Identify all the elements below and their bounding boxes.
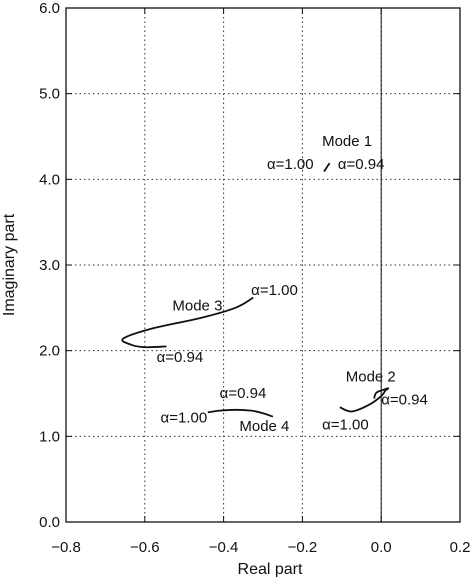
annotation-label: α=0.94 bbox=[338, 156, 385, 173]
x-tick-label: −0.6 bbox=[130, 539, 160, 556]
annotation-label: α=0.94 bbox=[220, 385, 267, 402]
x-tick-label: −0.4 bbox=[209, 539, 239, 556]
tick-labels: −0.8 −0.6 −0.4 −0.2 0.0 0.2 0.0 1.0 2.0 3.0 4.0 5.0… bbox=[39, 0, 470, 556]
annotations: Mode 1 α=1.00 α=0.94 Mode 2 α=0.94 α=1.00 Mode… bbox=[157, 133, 428, 435]
annotation-label: α=1.00 bbox=[322, 416, 369, 433]
annotation-label: α=1.00 bbox=[267, 156, 314, 173]
y-tick-label: 1.0 bbox=[39, 428, 60, 445]
y-axis-label: Imaginary part bbox=[1, 213, 18, 316]
annotation-label: α=1.00 bbox=[251, 282, 298, 299]
x-tick-label: −0.2 bbox=[288, 539, 318, 556]
locus-mode-2 bbox=[339, 387, 390, 413]
x-tick-label: −0.8 bbox=[51, 539, 81, 556]
y-tick-label: 5.0 bbox=[39, 86, 60, 103]
locus-mode-1 bbox=[323, 162, 331, 173]
x-tick-label: 0.0 bbox=[371, 539, 392, 556]
annotation-label: α=0.94 bbox=[157, 349, 204, 366]
y-tick-label: 3.0 bbox=[39, 257, 60, 274]
x-tick-label: 0.2 bbox=[450, 539, 471, 556]
mode-loci bbox=[121, 162, 390, 418]
annotation-label: α=1.00 bbox=[161, 410, 208, 427]
annotation-label: Mode 2 bbox=[346, 369, 396, 386]
y-tick-label: 4.0 bbox=[39, 171, 60, 188]
annotation-label: Mode 4 bbox=[239, 418, 289, 435]
annotation-label: Mode 3 bbox=[172, 297, 222, 314]
grid-lines bbox=[66, 8, 460, 522]
y-tick-label: 2.0 bbox=[39, 343, 60, 360]
annotation-label: α=0.94 bbox=[381, 392, 428, 409]
y-tick-label: 6.0 bbox=[39, 0, 60, 17]
y-tick-label: 0.0 bbox=[39, 514, 60, 531]
locus-mode-4 bbox=[207, 408, 274, 418]
locus-mode-3 bbox=[121, 296, 254, 349]
x-axis-label: Real part bbox=[238, 561, 303, 577]
annotation-label: Mode 1 bbox=[322, 133, 372, 150]
